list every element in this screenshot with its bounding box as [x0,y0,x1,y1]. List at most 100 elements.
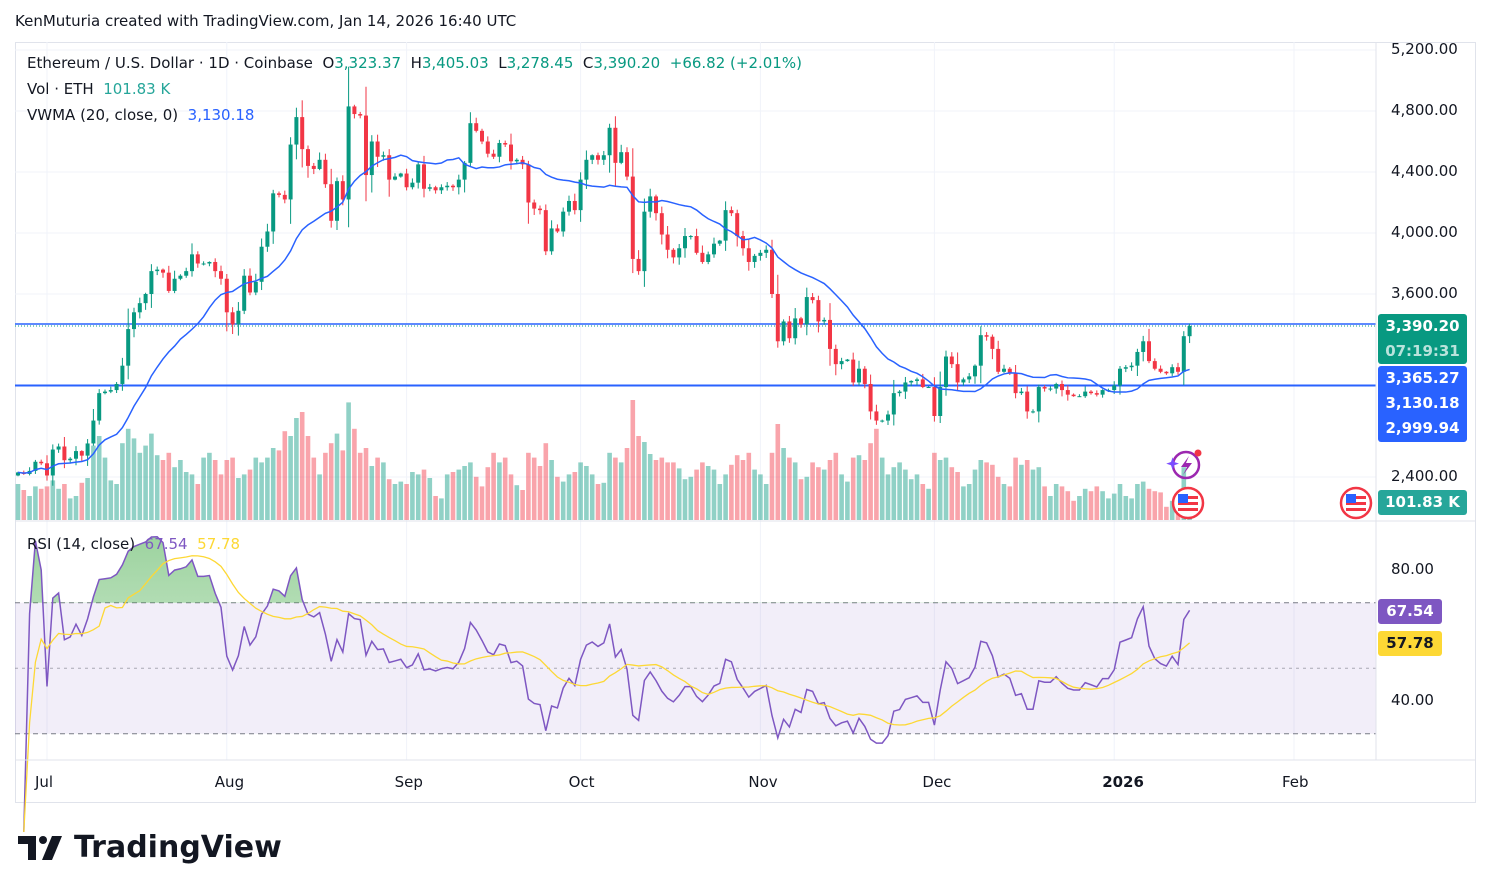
price-tick-label: 4,800.00 [1391,101,1458,119]
candle-body [862,368,867,384]
candle-body [1048,388,1053,390]
volume-bar [398,481,404,520]
volume-bar [439,498,444,520]
volume-bar [265,457,270,520]
legend-vwma[interactable]: VWMA (20, close, 0) 3,130.18 [27,106,254,124]
candle-body [857,368,861,383]
time-tick-label: Dec [922,773,952,791]
candle-body [387,155,392,180]
candle-body [1094,393,1099,395]
rsi-line [23,535,1191,833]
candle-body [996,348,1001,372]
legend-open: 3,323.37 [334,54,402,72]
candle-body [317,159,322,169]
candle-body [230,312,235,325]
volume-bar [926,488,931,520]
candle-body [642,211,647,272]
candle-body [839,361,844,365]
volume-bar [433,496,438,520]
candle-body [915,379,919,381]
candle-body [810,297,815,301]
volume-bar [1106,498,1111,520]
volume-bar [833,452,839,520]
candle-body [329,184,334,221]
volume-bar [549,460,554,520]
candle-body [694,236,699,253]
candle-body [195,254,200,264]
candle-body [190,254,194,272]
candle-body [596,155,600,160]
legend-volume-value: 101.83 K [103,80,171,98]
legend-high-label: H [410,54,422,72]
candle-body [108,390,113,392]
price-tick-label: 4,400.00 [1391,162,1458,180]
candle-body [358,114,363,116]
candle-body [903,382,908,392]
legend-symbol[interactable]: Ethereum / U.S. Dollar · 1D · Coinbase [27,54,313,72]
candle-body [155,269,160,272]
candle-body [1083,391,1088,397]
candle-body [236,310,241,325]
volume-bar [305,436,311,520]
volume-bar [671,462,676,520]
candle-body [1077,396,1082,398]
volume-bar [241,474,247,520]
candle-body [793,318,798,339]
candle-body [613,127,618,163]
candle-body [1158,368,1163,372]
candle-body [103,391,107,394]
time-tick-label: Oct [568,773,595,791]
volume-bar [601,482,607,520]
candle-body [1036,387,1041,412]
candle-body [729,210,734,214]
volume-bar [50,480,56,520]
us-flag-event-icon[interactable] [1171,486,1205,520]
candle-body [143,294,148,304]
candle-body [207,261,212,264]
volume-bar [1036,467,1042,520]
candle-body [978,335,983,366]
candle-body [97,393,102,421]
candle-body [16,472,20,476]
volume-bar [821,469,827,520]
volume-bar [955,472,960,520]
volume-bar [114,484,119,520]
lightning-event-icon[interactable] [1165,448,1205,482]
volume-bar [1042,486,1047,520]
volume-bar [1117,484,1123,520]
volume-bar [357,452,363,520]
volume-bar [595,484,601,520]
volume-bar [694,469,699,520]
volume-bar [201,457,206,520]
candle-body [938,387,943,416]
volume-bar [131,438,137,520]
volume-bar [473,476,479,520]
bar-countdown: 07:19:31 [1385,342,1460,360]
legend-change: +66.82 (+2.01%) [669,54,802,72]
legend-volume[interactable]: Vol · ETH 101.83 K [27,80,170,98]
volume-bar [1071,500,1076,520]
candle-body [717,240,722,244]
volume-bar [792,462,798,520]
volume-bar [1030,469,1036,520]
candle-body [706,254,711,262]
price-tick-label: 3,600.00 [1391,284,1458,302]
volume-bar [299,412,305,520]
candle-body [120,365,125,384]
volume-bar [758,474,763,520]
legend-rsi[interactable]: RSI (14, close) 67.54 57.78 [27,535,240,553]
candle-body [723,210,728,241]
candle-body [526,164,531,203]
tradingview-logo[interactable]: TradingView [18,830,282,865]
volume-bar [189,474,195,520]
candle-body [874,411,879,421]
candle-body [114,383,119,391]
volume-bar [885,474,891,520]
us-flag-event-icon[interactable] [1339,486,1373,520]
volume-bar [560,481,566,520]
volume-bar [508,474,514,520]
volume-bar [363,448,369,520]
candle-body [549,228,554,252]
